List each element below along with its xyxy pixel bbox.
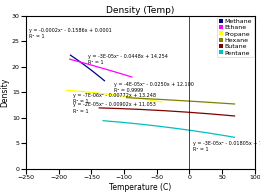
Hexane [191,100,194,102]
Text: y = -3E-05x² - 0.0448x + 14.254
R² = 1: y = -3E-05x² - 0.0448x + 14.254 R² = 1 [88,54,168,65]
Propane [65,89,68,91]
Pentane [102,120,105,122]
Hexane [126,96,129,99]
Hexane [189,100,192,102]
Ethane [121,73,124,75]
Propane [160,101,164,103]
Ethane [68,58,71,60]
Pentane [233,136,236,139]
Butane [98,107,101,109]
Line: Pentane: Pentane [103,121,235,137]
X-axis label: Temperature (C): Temperature (C) [109,183,172,192]
Ethane [105,68,108,71]
Propane [152,99,155,102]
Text: y = -3E-05x² - 0.01805x + 7.553
R² = 1: y = -3E-05x² - 0.01805x + 7.553 R² = 1 [193,141,260,152]
Legend: Methane, Ethane, Propane, Hexane, Butane, Pentane: Methane, Ethane, Propane, Hexane, Butane… [217,17,254,57]
Ethane [105,68,108,71]
Hexane [125,96,128,99]
Butane [220,114,223,116]
Methane [69,54,72,56]
Pentane [180,128,183,130]
Butane [98,107,101,109]
Butane [178,110,181,113]
Text: y = -7E-06x² - 0.00772x + 13.248
R² = 1: y = -7E-06x² - 0.00772x + 13.248 R² = 1 [73,93,156,104]
Line: Methane: Methane [70,55,105,81]
Butane [212,113,215,115]
Butane [233,115,236,117]
Methane [98,75,101,77]
Line: Ethane: Ethane [70,59,132,77]
Ethane [68,58,72,60]
Propane [124,95,127,98]
Methane [100,77,103,79]
Pentane [182,128,185,131]
Text: y = -2E-05x² - 0.00902x + 11.053
R² = 1: y = -2E-05x² - 0.00902x + 11.053 R² = 1 [73,102,156,113]
Butane [178,111,181,113]
Methane [90,69,93,71]
Propane [122,95,125,97]
Methane [89,68,92,71]
Ethane [130,76,133,78]
Propane [65,89,68,91]
Line: Propane: Propane [67,90,162,102]
Methane [89,68,92,71]
Text: y = -0.0002x² - 0.1586x + 0.0001
R² = 1: y = -0.0002x² - 0.1586x + 0.0001 R² = 1 [29,28,112,40]
Propane [121,95,125,97]
Y-axis label: Density: Density [0,78,9,107]
Line: Hexane: Hexane [127,98,235,104]
Hexane [233,103,236,105]
Methane [103,80,106,82]
Butane [180,111,184,113]
Pentane [212,133,216,135]
Pentane [102,120,105,122]
Line: Butane: Butane [99,108,235,116]
Ethane [106,69,109,71]
Hexane [216,102,219,104]
Hexane [223,102,226,105]
Text: y = -4E-05x² - 0.0250x + 12.100
R² = 0.9999: y = -4E-05x² - 0.0250x + 12.100 R² = 0.9… [114,82,194,93]
Pentane [179,128,183,130]
Pentane [221,134,224,136]
Propane [145,98,148,101]
Methane [69,54,72,56]
Ethane [125,74,128,76]
Hexane [189,100,192,102]
Title: Density (Temp): Density (Temp) [106,6,174,15]
